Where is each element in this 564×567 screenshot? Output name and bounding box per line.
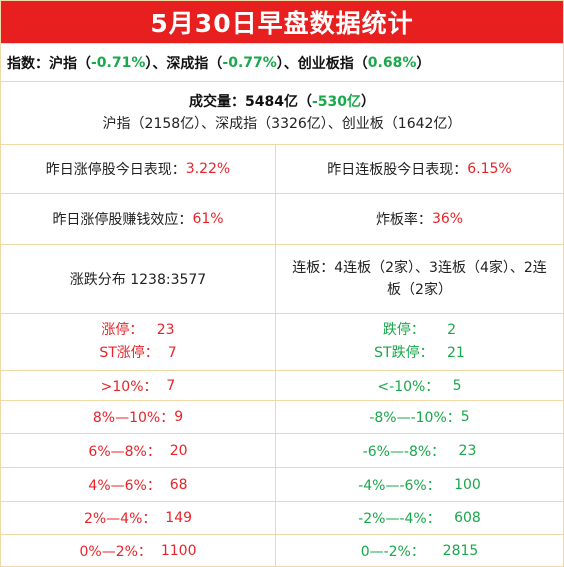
st-limit-down-line: ST跌停： 21 xyxy=(374,342,465,365)
limit-up-cell: 涨停： 23 ST涨停： 7 xyxy=(1,314,276,370)
bucket-up-value: 1100 xyxy=(160,542,197,559)
index-cy-change: 0.68% xyxy=(367,54,417,71)
bucket-down-value: 5 xyxy=(452,377,462,394)
limit-up-value: 23 xyxy=(156,322,175,338)
blast-value: 36% xyxy=(431,211,464,227)
bucket-up-cell: 0%—2%： 1100 xyxy=(1,535,276,566)
index-sh-change: -0.71% xyxy=(91,54,146,71)
limit-down-label: 跌停： xyxy=(382,322,425,338)
volume-suffix: ） xyxy=(361,94,375,110)
bucket-up-label: >10%： xyxy=(100,378,158,395)
bucket-down-cell: <-10%： 5 xyxy=(276,371,563,400)
st-limit-up-line: ST涨停： 7 xyxy=(99,342,176,365)
bucket-up-value: 9 xyxy=(174,409,184,425)
bucket-down-label: -6%—-8%： xyxy=(362,443,446,460)
profit-row: 昨日涨停股赚钱效应： 61% 炸板率： 36% xyxy=(1,193,563,244)
bucket-up-value: 149 xyxy=(165,510,193,526)
bucket-up-value: 68 xyxy=(169,476,188,493)
indices-cell: 指数：沪指（ -0.71% ）、深成指（ -0.77% ）、创业板指（ 0.68… xyxy=(1,44,563,81)
yest-limit-value: 3.22% xyxy=(185,161,231,177)
st-limit-down-label: ST跌停： xyxy=(374,345,434,361)
bucket-up-label: 2%—4%： xyxy=(83,511,157,527)
yest-consec-value: 6.15% xyxy=(467,161,512,177)
bucket-down-cell: -8%—-10%： 5 xyxy=(276,401,563,433)
yest-consec-label: 昨日连板股今日表现： xyxy=(327,162,468,178)
bucket-down-value: 608 xyxy=(454,510,481,526)
bucket-up-value: 7 xyxy=(166,377,176,394)
bucket-down-value: 100 xyxy=(454,476,481,493)
yest-limit-label: 昨日涨停股今日表现： xyxy=(45,162,186,178)
distribution-cell: 涨跌分布 1238:3577 xyxy=(1,245,276,313)
limit-down-value: 2 xyxy=(447,322,457,338)
bucket-down-value: 5 xyxy=(460,409,470,425)
profit-value: 61% xyxy=(192,211,224,227)
volume-label: 成交量：5484亿（ xyxy=(188,94,312,110)
volume-change: -530亿 xyxy=(311,94,361,110)
indices-suffix: ） xyxy=(416,55,431,72)
bucket-up-cell: >10%： 7 xyxy=(1,371,276,400)
index-sz-change: -0.77% xyxy=(222,54,277,71)
page-title: 5月30日早盘数据统计 xyxy=(1,1,563,43)
st-limit-down-value: 21 xyxy=(446,345,465,361)
indices-sep-1: ）、深成指（ xyxy=(145,55,223,72)
yesterday-row: 昨日涨停股今日表现： 3.22% 昨日连板股今日表现： 6.15% xyxy=(1,144,563,193)
bucket-down-label: -8%—-10%： xyxy=(369,410,461,426)
limit-up-line: 涨停： 23 xyxy=(101,319,174,342)
yest-limit-cell: 昨日涨停股今日表现： 3.22% xyxy=(1,145,276,193)
indices-prefix: 指数：沪指（ xyxy=(7,55,91,72)
profit-cell: 昨日涨停股赚钱效应： 61% xyxy=(1,194,276,244)
st-limit-up-value: 7 xyxy=(167,345,177,361)
bucket-row: 2%—4%： 149 -2%—-4%： 608 xyxy=(1,501,563,534)
bucket-down-cell: -4%—-6%： 100 xyxy=(276,468,563,501)
bucket-down-cell: 0—-2%： 2815 xyxy=(276,535,563,566)
bucket-row: 4%—6%： 68 -4%—-6%： 100 xyxy=(1,467,563,501)
bucket-down-label: <-10%： xyxy=(377,378,440,395)
bucket-up-cell: 6%—8%： 20 xyxy=(1,434,276,467)
limit-down-cell: 跌停： 2 ST跌停： 21 xyxy=(276,314,563,370)
bucket-row: 6%—8%： 20 -6%—-8%： 23 xyxy=(1,433,563,467)
st-limit-up-label: ST涨停： xyxy=(99,345,159,361)
bucket-up-cell: 2%—4%： 149 xyxy=(1,502,276,534)
yest-consec-cell: 昨日连板股今日表现： 6.15% xyxy=(276,145,563,193)
bucket-down-label: -4%—-6%： xyxy=(358,477,441,494)
limit-up-label: 涨停： xyxy=(101,322,144,338)
blast-cell: 炸板率： 36% xyxy=(276,194,563,244)
distribution-row: 涨跌分布 1238:3577 连板：4连板（2家）、3连板（4家）、2连板（2家… xyxy=(1,244,563,313)
indices-row: 指数：沪指（ -0.71% ）、深成指（ -0.77% ）、创业板指（ 0.68… xyxy=(1,43,563,81)
bucket-up-label: 6%—8%： xyxy=(88,443,161,460)
bucket-down-cell: -6%—-8%： 23 xyxy=(276,434,563,467)
blast-label: 炸板率： xyxy=(375,212,432,228)
limit-down-line: 跌停： 2 xyxy=(383,319,456,342)
bucket-down-label: 0—-2%： xyxy=(360,543,425,560)
bucket-down-value: 2815 xyxy=(442,542,479,559)
bucket-up-label: 8%—10%： xyxy=(92,410,175,426)
bucket-up-label: 0%—2%： xyxy=(79,543,152,560)
profit-label: 昨日涨停股赚钱效应： xyxy=(52,212,193,228)
bucket-row: 0%—2%： 1100 0—-2%： 2815 xyxy=(1,534,563,566)
bucket-down-cell: -2%—-4%： 608 xyxy=(276,502,563,534)
bucket-down-value: 23 xyxy=(458,442,477,459)
volume-line: 成交量：5484亿（-530亿） xyxy=(189,91,375,113)
volume-cell: 成交量：5484亿（-530亿） 沪指（2158亿）、深成指（3326亿）、创业… xyxy=(1,82,563,144)
bucket-up-value: 20 xyxy=(169,442,188,459)
bucket-up-label: 4%—6%： xyxy=(88,477,161,494)
bucket-up-cell: 8%—10%： 9 xyxy=(1,401,276,433)
volume-row: 成交量：5484亿（-530亿） 沪指（2158亿）、深成指（3326亿）、创业… xyxy=(1,81,563,144)
volume-breakdown: 沪指（2158亿）、深成指（3326亿）、创业板（1642亿） xyxy=(102,116,462,132)
consec-detail-cell: 连板：4连板（2家）、3连板（4家）、2连板（2家） xyxy=(292,260,547,298)
limit-row: 涨停： 23 ST涨停： 7 跌停： 2 ST跌停： 21 xyxy=(1,313,563,370)
indices-sep-2: ）、创业板指（ xyxy=(276,55,368,72)
bucket-row: >10%： 7 <-10%： 5 xyxy=(1,370,563,400)
bucket-row: 8%—10%： 9 -8%—-10%： 5 xyxy=(1,400,563,433)
bucket-down-label: -2%—-4%： xyxy=(358,511,441,527)
bucket-up-cell: 4%—6%： 68 xyxy=(1,468,276,501)
